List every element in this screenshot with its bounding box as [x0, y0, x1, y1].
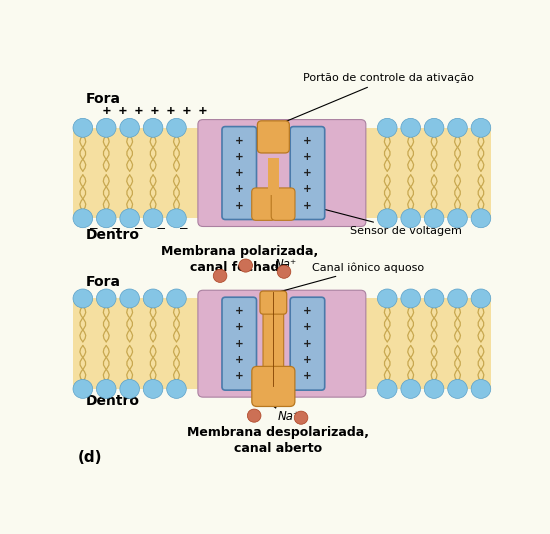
Circle shape	[294, 411, 308, 425]
Circle shape	[401, 289, 421, 308]
Circle shape	[377, 289, 397, 308]
FancyBboxPatch shape	[198, 120, 366, 226]
Text: Membrana despolarizada,
canal aberto: Membrana despolarizada, canal aberto	[186, 426, 368, 455]
Circle shape	[73, 209, 92, 227]
Circle shape	[96, 289, 116, 308]
Circle shape	[167, 209, 186, 227]
Text: Canal iônico aquoso: Canal iônico aquoso	[280, 262, 424, 292]
FancyBboxPatch shape	[290, 127, 324, 219]
Circle shape	[213, 269, 227, 282]
Text: + + + + + + +: + + + + + + +	[103, 105, 207, 118]
Text: +: +	[235, 323, 244, 333]
Text: Na⁺: Na⁺	[274, 258, 297, 271]
Text: Na⁺: Na⁺	[278, 410, 300, 423]
FancyBboxPatch shape	[252, 188, 276, 221]
Circle shape	[120, 289, 140, 308]
Text: +: +	[303, 306, 312, 316]
Circle shape	[401, 209, 421, 227]
FancyBboxPatch shape	[271, 188, 295, 221]
Text: Dentro: Dentro	[86, 227, 140, 242]
Text: +: +	[235, 184, 244, 194]
Circle shape	[143, 209, 163, 227]
Circle shape	[73, 380, 92, 398]
Text: +: +	[303, 339, 312, 349]
Bar	[268, 159, 279, 194]
FancyBboxPatch shape	[222, 297, 256, 390]
Circle shape	[377, 380, 397, 398]
Text: +: +	[235, 136, 244, 146]
FancyBboxPatch shape	[257, 121, 289, 153]
Circle shape	[424, 209, 444, 227]
FancyBboxPatch shape	[263, 307, 284, 373]
Circle shape	[167, 119, 186, 137]
Circle shape	[401, 380, 421, 398]
Text: Fora: Fora	[86, 92, 121, 106]
Bar	[73, 299, 491, 389]
Text: +: +	[235, 371, 244, 381]
Text: +: +	[303, 323, 312, 333]
Text: –  –  –  –  –: – – – – –	[90, 222, 188, 235]
Circle shape	[471, 119, 491, 137]
Circle shape	[448, 209, 468, 227]
Circle shape	[167, 289, 186, 308]
Circle shape	[143, 289, 163, 308]
Circle shape	[96, 119, 116, 137]
Circle shape	[120, 119, 140, 137]
Text: +: +	[235, 168, 244, 178]
FancyBboxPatch shape	[260, 291, 287, 314]
Text: +: +	[303, 355, 312, 365]
Circle shape	[248, 409, 261, 422]
Text: +: +	[303, 136, 312, 146]
Circle shape	[471, 209, 491, 227]
Text: Portão de controle da ativação: Portão de controle da ativação	[278, 74, 474, 124]
Circle shape	[448, 119, 468, 137]
Text: Dentro: Dentro	[86, 394, 140, 409]
Text: +: +	[235, 306, 244, 316]
Circle shape	[424, 380, 444, 398]
Circle shape	[73, 289, 92, 308]
Text: +: +	[235, 152, 244, 162]
FancyBboxPatch shape	[222, 127, 256, 219]
Circle shape	[120, 380, 140, 398]
FancyBboxPatch shape	[198, 290, 366, 397]
Bar	[73, 128, 491, 218]
Circle shape	[143, 380, 163, 398]
Circle shape	[73, 119, 92, 137]
Circle shape	[143, 119, 163, 137]
Circle shape	[96, 209, 116, 227]
Circle shape	[377, 209, 397, 227]
Text: +: +	[235, 355, 244, 365]
Text: +: +	[235, 339, 244, 349]
Circle shape	[277, 265, 291, 278]
Bar	[69, 238, 495, 257]
Circle shape	[471, 380, 491, 398]
Text: +: +	[303, 201, 312, 210]
Bar	[268, 159, 279, 194]
Circle shape	[401, 119, 421, 137]
Text: Sensor de voltagem: Sensor de voltagem	[322, 209, 462, 235]
Text: +: +	[303, 184, 312, 194]
FancyBboxPatch shape	[252, 366, 295, 406]
Text: +: +	[303, 152, 312, 162]
Circle shape	[424, 119, 444, 137]
Circle shape	[471, 289, 491, 308]
Circle shape	[424, 289, 444, 308]
Circle shape	[120, 209, 140, 227]
FancyBboxPatch shape	[290, 297, 324, 390]
Circle shape	[448, 289, 468, 308]
Circle shape	[448, 380, 468, 398]
Text: +: +	[303, 168, 312, 178]
Circle shape	[167, 380, 186, 398]
Circle shape	[377, 119, 397, 137]
Text: +: +	[235, 201, 244, 210]
Circle shape	[239, 259, 252, 272]
Circle shape	[96, 380, 116, 398]
Text: Fora: Fora	[86, 275, 121, 289]
Text: Membrana polarizada,
canal fechado: Membrana polarizada, canal fechado	[161, 245, 318, 274]
Text: +: +	[303, 371, 312, 381]
Text: (d): (d)	[77, 450, 102, 465]
